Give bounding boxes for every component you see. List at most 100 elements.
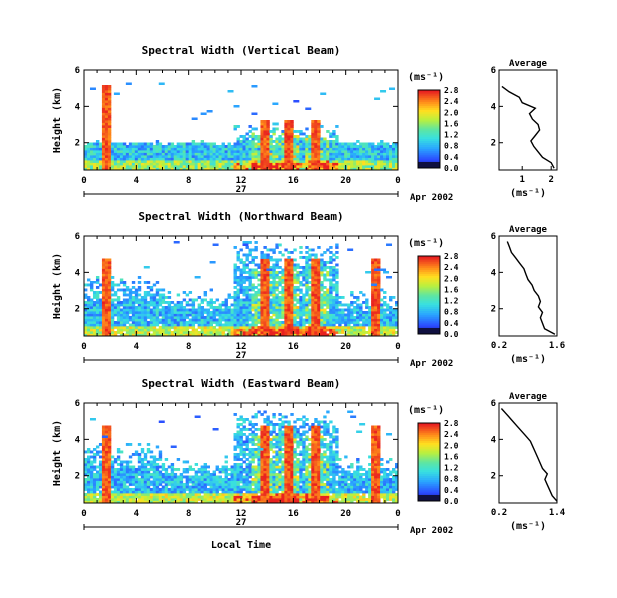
heatmap-cell	[110, 155, 115, 158]
heatmap-cell	[101, 167, 106, 171]
heatmap-cell	[224, 155, 228, 158]
colorbar-swatch	[418, 256, 440, 259]
heatmap-cell	[131, 475, 136, 479]
heatmap-cell	[215, 495, 219, 499]
heatmap-cell	[230, 165, 234, 168]
heatmap-cell	[317, 331, 321, 334]
heatmap-cell	[236, 333, 240, 337]
heatmap-cell	[359, 157, 363, 161]
heatmap-cell	[194, 500, 199, 504]
heatmap-cell	[149, 495, 154, 499]
heatmap-cell	[194, 488, 199, 491]
heatmap-cell	[173, 316, 178, 319]
heatmap-cell	[320, 313, 324, 317]
colorbar-swatch	[418, 326, 440, 329]
heatmap-cell	[107, 438, 112, 441]
heatmap-cell	[290, 296, 294, 299]
heatmap-cell	[113, 488, 118, 491]
heatmap-cell	[227, 165, 231, 168]
heatmap-cell	[92, 318, 97, 322]
heatmap-cell	[101, 140, 106, 143]
heatmap-cell	[107, 112, 112, 116]
heatmap-cell	[101, 117, 106, 121]
heatmap-cell	[101, 448, 106, 451]
heatmap-cell	[335, 313, 339, 317]
heatmap-cell	[353, 165, 357, 168]
heatmap-cell	[338, 311, 342, 314]
heatmap-cell	[134, 306, 139, 309]
heatmap-cell	[84, 463, 88, 466]
heatmap-cell	[326, 316, 330, 319]
heatmap-cell	[293, 333, 297, 337]
heatmap-cell	[257, 157, 261, 161]
heatmap-cell	[347, 328, 351, 332]
heatmap-cell	[104, 137, 109, 141]
heatmap-cell	[254, 483, 258, 486]
heatmap-cell	[140, 313, 145, 317]
heatmap-cell	[302, 276, 306, 279]
heatmap-cell	[239, 291, 243, 294]
heatmap-cell	[254, 493, 258, 496]
heatmap-cell	[173, 490, 178, 494]
heatmap-cell	[155, 162, 160, 166]
heatmap-cell	[152, 311, 157, 314]
heatmap-cell	[305, 263, 309, 267]
heatmap-cell	[116, 485, 121, 489]
heatmap-cell	[92, 301, 97, 304]
heatmap-cell	[170, 321, 175, 324]
heatmap-cell	[110, 460, 115, 464]
heatmap-cell	[125, 473, 130, 476]
heatmap-cell	[176, 475, 181, 479]
heatmap-cell	[263, 485, 267, 489]
heatmap-cell	[266, 493, 270, 496]
heatmap-cell	[164, 478, 169, 481]
heatmap-cell	[293, 273, 297, 277]
heatmap-cell	[323, 160, 327, 163]
heatmap-cell	[248, 420, 252, 424]
heatmap-cell	[314, 323, 318, 327]
heatmap-cell	[173, 145, 178, 148]
heatmap-cell	[245, 475, 249, 479]
heatmap-cell	[242, 321, 246, 324]
heatmap-cell	[119, 460, 124, 464]
heatmap-cell	[140, 460, 145, 464]
heatmap-cell	[263, 316, 267, 319]
heatmap-cell	[128, 147, 133, 151]
heatmap-cell	[308, 145, 312, 148]
heatmap-cell	[101, 495, 106, 499]
heatmap-cell	[191, 475, 196, 479]
heatmap-cell	[119, 313, 124, 317]
heatmap-cell	[308, 303, 312, 307]
heatmap-cell	[143, 321, 148, 324]
heatmap-cell	[254, 142, 258, 146]
heatmap-cell	[266, 263, 270, 267]
heatmap-cell	[86, 328, 91, 332]
heatmap-cell	[221, 328, 225, 332]
heatmap-cell	[251, 313, 255, 317]
colorbar-swatch	[418, 130, 440, 134]
heatmap-cell	[308, 296, 312, 299]
heatmap-cell	[311, 152, 315, 156]
heatmap-cell	[230, 480, 234, 484]
heatmap-cell	[389, 296, 393, 299]
heatmap-cell	[296, 301, 300, 304]
heatmap-cell	[305, 251, 309, 254]
heatmap-cell	[266, 157, 270, 161]
heatmap-cell	[380, 150, 384, 153]
heatmap-cell	[329, 258, 333, 262]
heatmap-cell	[215, 465, 219, 469]
heatmap-cell	[128, 318, 133, 322]
heatmap-cell	[260, 428, 264, 431]
heatmap-cell	[134, 160, 139, 163]
heatmap-cell	[215, 152, 219, 156]
heatmap-cell	[377, 155, 381, 158]
heatmap-cell	[218, 328, 222, 332]
heatmap-cell	[152, 326, 157, 329]
heatmap-cell	[275, 167, 279, 171]
colorbar-tick-label: 0.4	[444, 319, 459, 328]
heatmap-cell	[233, 331, 237, 334]
heatmap-cell	[125, 478, 130, 481]
heatmap-cell	[233, 127, 237, 131]
heatmap-cell	[269, 288, 273, 292]
heatmap-cell	[335, 150, 339, 153]
